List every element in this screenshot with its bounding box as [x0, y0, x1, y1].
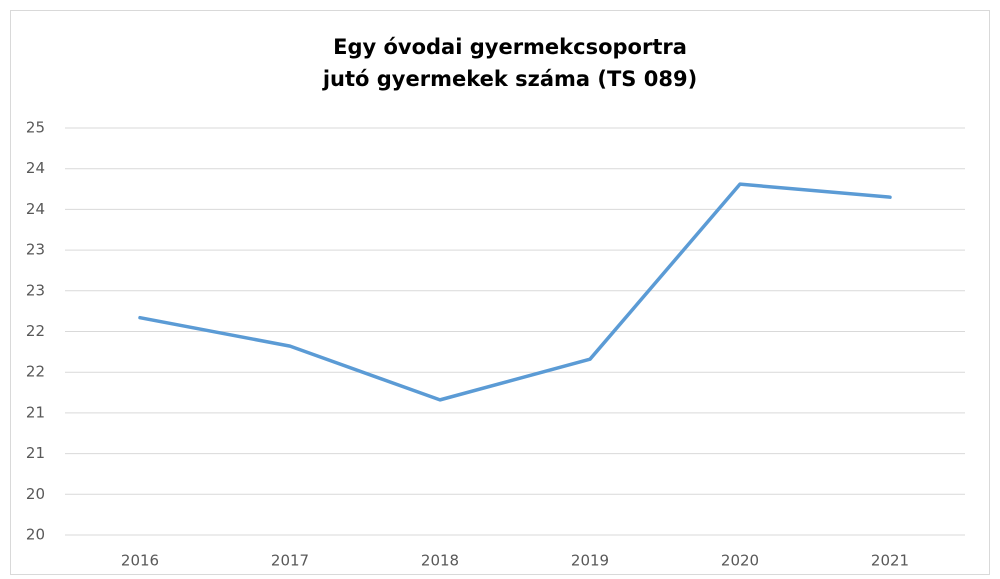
y-tick-label: 23: [26, 281, 45, 299]
y-tick-label: 24: [26, 200, 45, 218]
y-tick-label: 25: [26, 119, 45, 137]
y-tick-label: 21: [26, 444, 45, 462]
chart-title: Egy óvodai gyermekcsoportra: [333, 35, 687, 59]
chart-border: [10, 10, 990, 575]
chart-title: jutó gyermekek száma (TS 089): [322, 67, 697, 91]
y-tick-label: 20: [26, 485, 45, 503]
series-line: [138, 182, 892, 402]
x-tick-label: 2018: [421, 552, 459, 570]
y-tick-label: 22: [26, 322, 45, 340]
x-tick-label: 2017: [271, 552, 309, 570]
y-tick-label: 20: [26, 526, 45, 544]
y-tick-label: 24: [26, 159, 45, 177]
y-tick-label: 23: [26, 241, 45, 259]
x-tick-label: 2019: [571, 552, 609, 570]
x-tick-label: 2021: [871, 552, 909, 570]
y-tick-label: 22: [26, 363, 45, 381]
y-tick-label: 21: [26, 403, 45, 421]
x-tick-label: 2016: [121, 552, 159, 570]
x-tick-label: 2020: [721, 552, 759, 570]
